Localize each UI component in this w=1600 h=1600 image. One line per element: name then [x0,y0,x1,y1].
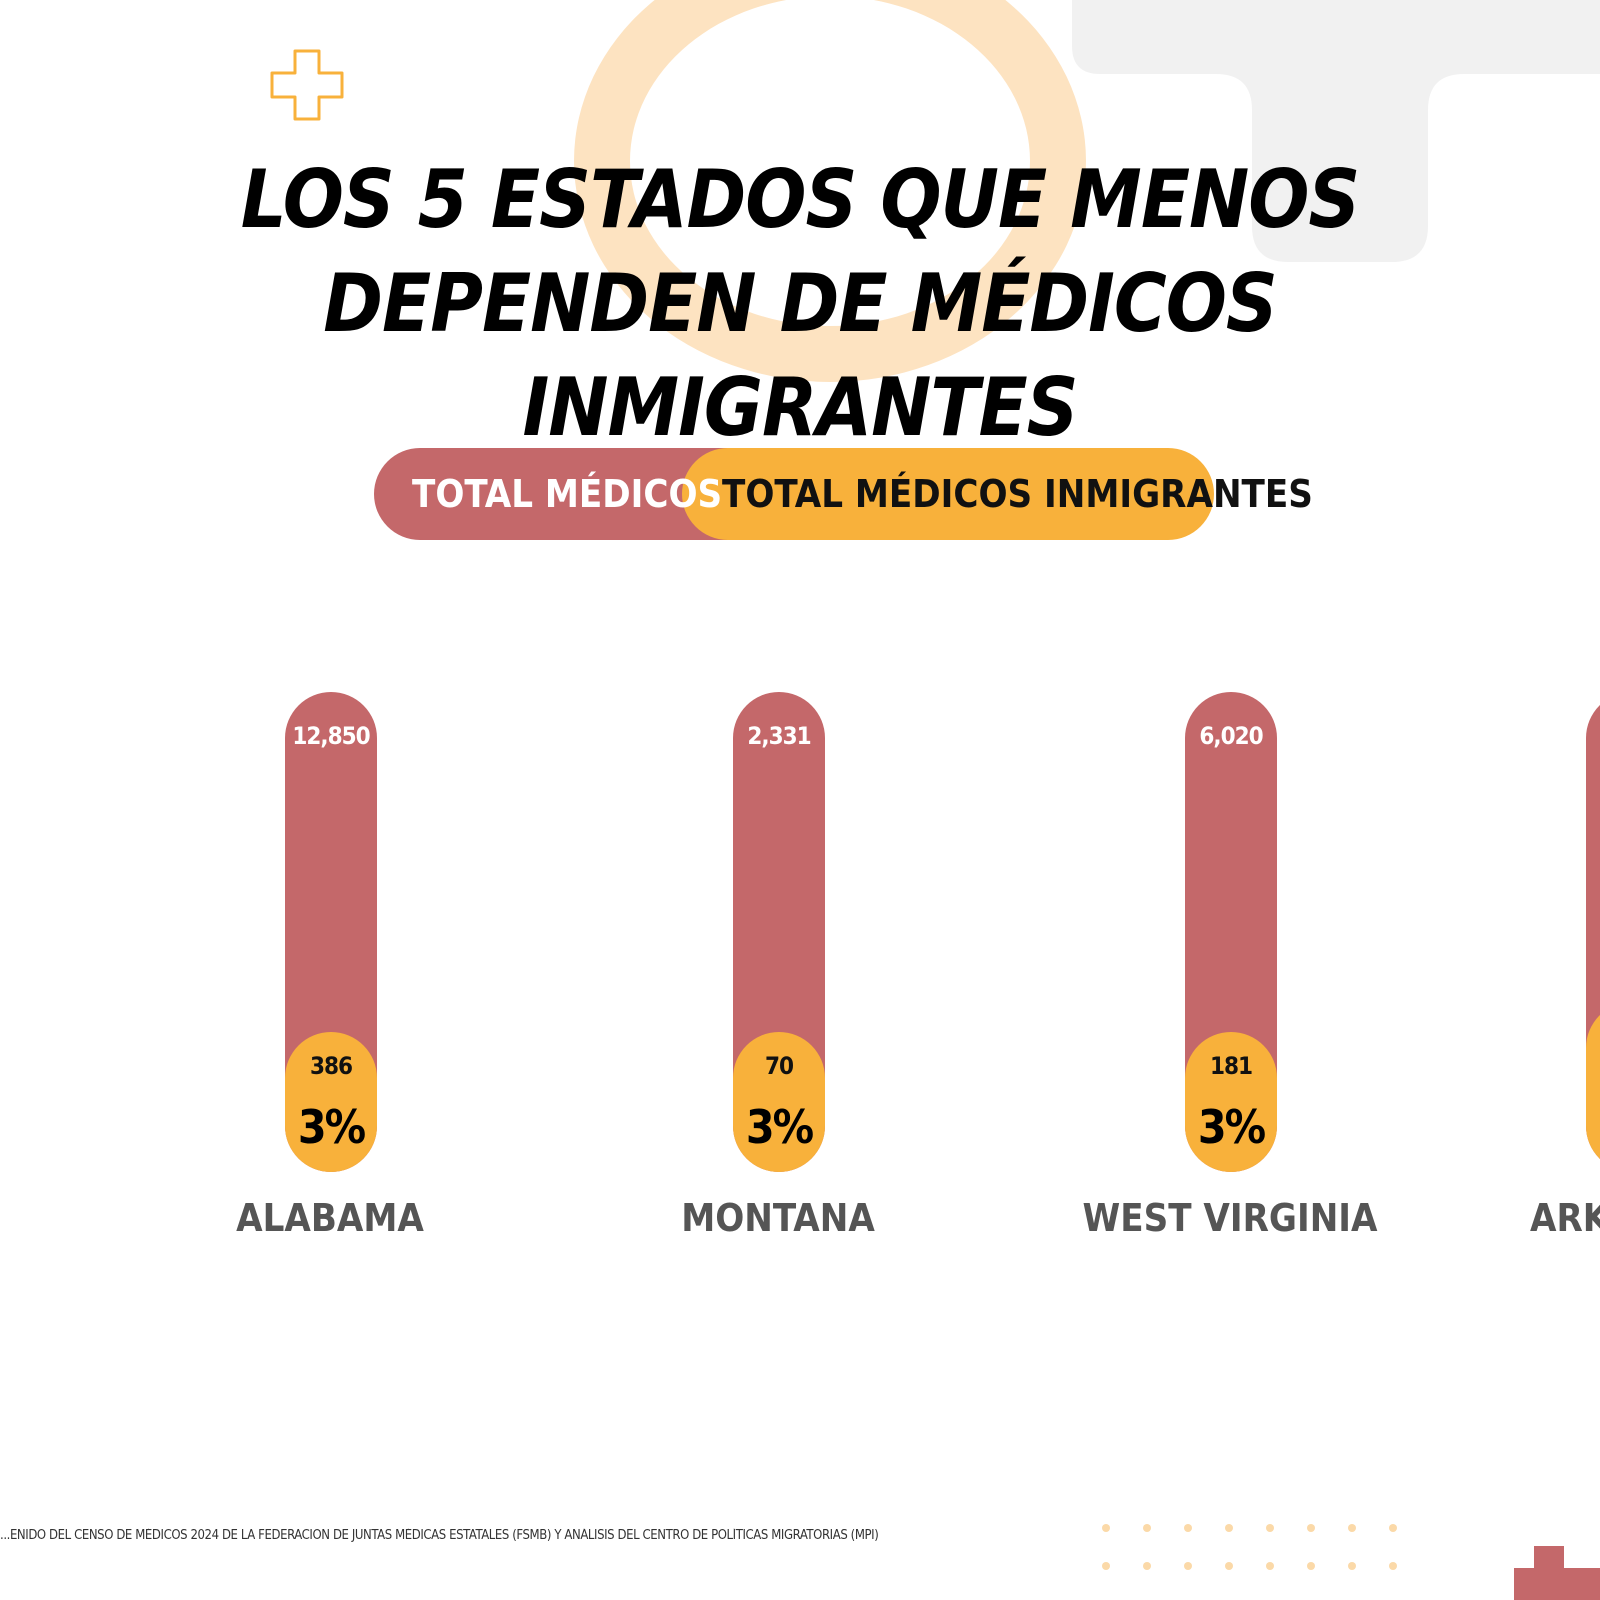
data-label-total: 6,020 [1199,722,1263,750]
source-note: ...ENIDO DEL CENSO DE MÉDICOS 2024 DE LA… [0,1528,879,1543]
legend-swatch-immigrant [682,448,1214,540]
data-label-immigrant: 181 [1209,1052,1253,1080]
category-label: MONTANA [681,1196,875,1240]
chart-title: LOS 5 ESTADOS QUE MENOS DEPENDEN DE MÉDI… [240,153,1360,454]
bar-immigrant: 70 3% [733,1032,825,1172]
data-label-percent: 3% [297,1100,366,1154]
data-label-total: 12,850 [292,722,370,750]
data-label-total: 2,331 [747,722,811,750]
chart-column: ARK [1530,692,1600,1232]
decorative-plus-icon [1514,1546,1600,1600]
chart-column: 2,331 70 3% MONTANA [578,692,978,1240]
plus-outline-icon [270,49,344,121]
legend-label-total: TOTAL MÉDICOS [412,472,723,516]
legend-label-immigrant: TOTAL MÉDICOS INMIGRANTES [722,472,1313,516]
legend: TOTAL MÉDICOS TOTAL MÉDICOS INMIGRANTES [374,448,1313,540]
bar-total: 2,331 70 3% [733,692,825,1172]
category-label: WEST VIRGINIA [1082,1196,1378,1240]
data-label-immigrant: 386 [309,1052,353,1080]
data-label-percent: 3% [745,1100,814,1154]
data-label-immigrant: 70 [764,1052,794,1080]
bar-total: 12,850 386 3% [285,692,377,1172]
bar-immigrant: 386 3% [285,1032,377,1172]
bar-immigrant: 181 3% [1185,1032,1277,1172]
decorative-dots [1102,1524,1397,1570]
category-label: ARK [1530,1196,1600,1232]
category-label: ALABAMA [236,1196,424,1240]
bar-total: 6,020 181 3% [1185,692,1277,1172]
bar-total [1586,692,1600,1172]
bar-immigrant [1586,1002,1600,1172]
chart-column: 6,020 181 3% WEST VIRGINIA [1030,692,1430,1240]
decorative-plus-shape [1072,0,1600,262]
chart-column: 12,850 386 3% ALABAMA [130,692,530,1240]
data-label-percent: 3% [1197,1100,1266,1154]
